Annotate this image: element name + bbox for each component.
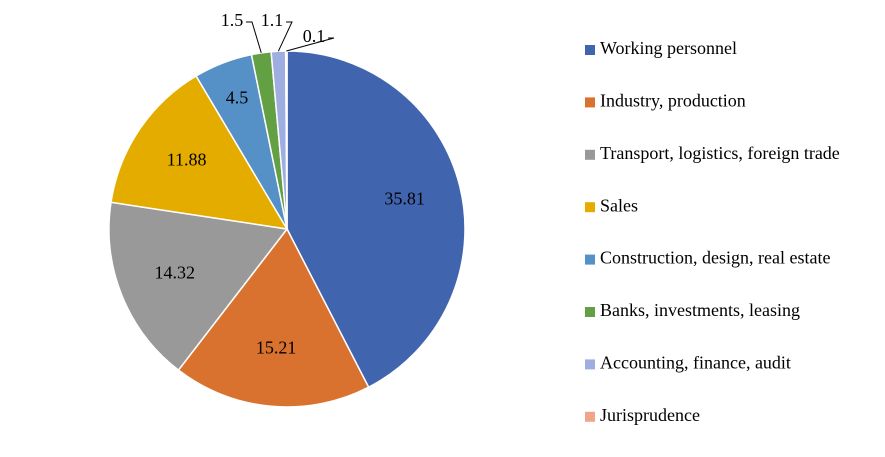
legend-label: Industry, production bbox=[600, 91, 746, 111]
legend-swatch bbox=[585, 202, 595, 213]
legend-swatch bbox=[585, 254, 595, 265]
legend-label: Jurisprudence bbox=[600, 405, 700, 425]
value-label: 4.5 bbox=[226, 88, 249, 108]
value-label: 11.88 bbox=[167, 150, 207, 170]
leader-line bbox=[286, 37, 335, 52]
value-label: 15.21 bbox=[256, 338, 297, 358]
legend-swatch bbox=[585, 411, 595, 422]
legend-label: Working personnel bbox=[600, 38, 737, 58]
pie-slice bbox=[177, 227, 370, 408]
value-label: 14.32 bbox=[154, 262, 195, 282]
pie-slice bbox=[110, 74, 289, 230]
legend-label: Sales bbox=[600, 195, 638, 215]
value-label: 1.1 bbox=[261, 10, 284, 30]
legend-swatch bbox=[585, 97, 595, 108]
legend-swatch bbox=[585, 307, 595, 317]
value-label: 0.1 bbox=[303, 26, 326, 46]
legend-label: Accounting, finance, audit bbox=[600, 353, 791, 373]
value-label: 1.5 bbox=[221, 10, 244, 30]
legend-label: Construction, design, real estate bbox=[600, 248, 830, 268]
pie-slice bbox=[286, 50, 466, 389]
leader-line bbox=[277, 21, 293, 52]
legend-swatch bbox=[585, 149, 595, 160]
legend-swatch bbox=[585, 45, 595, 55]
legend-label: Banks, investments, leasing bbox=[600, 300, 800, 320]
value-label: 35.81 bbox=[384, 189, 425, 209]
legend-label: Transport, logistics, foreign trade bbox=[600, 143, 840, 163]
pie-slice bbox=[108, 201, 289, 372]
legend-swatch bbox=[585, 359, 595, 370]
leader-line bbox=[246, 21, 262, 54]
